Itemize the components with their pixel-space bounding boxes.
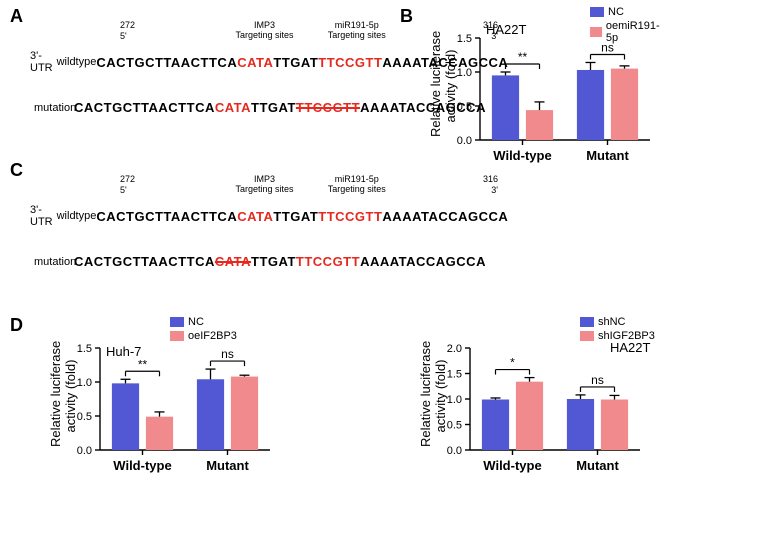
seq-3utr-label: 3'-UTR xyxy=(30,204,57,228)
legend-label: oemiR191-5p xyxy=(606,20,662,44)
bar xyxy=(567,399,594,450)
legend-item: shNC xyxy=(580,316,655,328)
svg-text:ns: ns xyxy=(221,347,234,361)
legend: shNC shIGF2BP3 xyxy=(580,316,655,344)
legend-item: NC xyxy=(590,6,662,18)
svg-text:1.5: 1.5 xyxy=(457,33,472,45)
svg-text:0.5: 0.5 xyxy=(457,101,472,113)
svg-text:*: * xyxy=(510,356,515,370)
legend-label: shNC xyxy=(598,316,626,328)
seq-dna: CACTGCTTAACTTCACATATTGATTTCCGTTAAAATACCA… xyxy=(74,254,486,269)
panel-b-chart: 0.00.51.01.5**Wild-typensMutantRelative … xyxy=(430,10,660,180)
seq-imp3-label: IMP3Targeting sites xyxy=(235,20,295,40)
legend-label: NC xyxy=(188,316,204,328)
svg-text:0.0: 0.0 xyxy=(457,135,472,147)
seq-dna: CACTGCTTAACTTCACATATTGATTTCCGTTAAAATACCA… xyxy=(96,209,508,224)
legend: NC oeIF2BP3 xyxy=(170,316,237,344)
svg-text:1.5: 1.5 xyxy=(77,343,92,355)
seq-five-prime: 5' xyxy=(120,31,127,41)
panel-c-sequence: 2725' IMP3Targeting sites miR191-5pTargeti… xyxy=(30,174,400,273)
svg-text:1.0: 1.0 xyxy=(77,377,92,389)
svg-text:Mutant: Mutant xyxy=(576,458,619,473)
panel-letter-a: A xyxy=(10,6,23,27)
svg-text:0.5: 0.5 xyxy=(447,420,462,432)
bar xyxy=(516,382,543,450)
legend-swatch xyxy=(170,317,184,327)
seq-dna: CACTGCTTAACTTCACATATTGATTTCCGTTAAAATACCA… xyxy=(74,100,486,115)
seq-type-mut: mutation xyxy=(34,102,74,114)
legend-item: NC xyxy=(170,316,237,328)
ylabel: Relative luciferaseactivity (fold) xyxy=(418,345,448,447)
bar xyxy=(611,69,638,140)
legend-swatch xyxy=(580,331,594,341)
seq-type-wt: wildtype xyxy=(57,56,97,68)
svg-text:**: ** xyxy=(138,357,148,371)
legend-swatch xyxy=(590,27,602,37)
panel-letter-d: D xyxy=(10,315,23,336)
ylabel: Relative luciferaseactivity (fold) xyxy=(48,345,78,447)
seq-pos-left: 272 xyxy=(120,20,135,30)
seq-imp3-label: IMP3Targeting sites xyxy=(235,174,295,194)
svg-text:1.0: 1.0 xyxy=(447,394,462,406)
bar xyxy=(112,383,139,450)
legend-item: oeIF2BP3 xyxy=(170,330,237,342)
seq-type-mut: mutation xyxy=(34,256,74,268)
svg-text:0.5: 0.5 xyxy=(77,411,92,423)
seq-five-prime: 5' xyxy=(120,185,127,195)
svg-text:Wild-type: Wild-type xyxy=(113,458,171,473)
seq-mir-label: miR191-5pTargeting sites xyxy=(322,20,392,40)
legend-label: oeIF2BP3 xyxy=(188,330,237,342)
seq-3utr-label: 3'-UTR xyxy=(30,50,57,74)
seq-pos-left: 272 xyxy=(120,174,135,184)
seq-type-wt: wildtype xyxy=(57,210,97,222)
bar xyxy=(601,400,628,450)
chart-title: Huh-7 xyxy=(106,344,141,359)
legend-item: oemiR191-5p xyxy=(590,20,662,44)
svg-text:ns: ns xyxy=(591,373,604,387)
bar xyxy=(492,75,519,140)
svg-text:0.0: 0.0 xyxy=(447,445,462,457)
svg-text:**: ** xyxy=(518,50,528,64)
svg-text:Wild-type: Wild-type xyxy=(493,148,551,163)
svg-text:1.0: 1.0 xyxy=(457,67,472,79)
panel-d-right-chart: 0.0 0.5 1.0 1.5 2.0 * Wild-type ns Mutant Relativ… xyxy=(420,320,650,490)
panel-d-left-chart: 0.0 0.5 1.0 1.5 ** Wild-type ns Mutant Relative … xyxy=(50,320,280,490)
legend-swatch xyxy=(590,7,604,17)
bar xyxy=(526,110,553,140)
seq-mir-label: miR191-5pTargeting sites xyxy=(322,174,392,194)
seq-three-prime: 3' xyxy=(491,185,498,195)
legend: NC oemiR191-5p xyxy=(590,6,662,46)
bar xyxy=(577,70,604,140)
panel-letter-c: C xyxy=(10,160,23,181)
svg-text:2.0: 2.0 xyxy=(447,343,462,355)
legend-swatch xyxy=(170,331,184,341)
legend-swatch xyxy=(580,317,594,327)
figure-root: A B C D 2725'IMP3Targeting sitesmiR191-5… xyxy=(0,0,765,543)
bar xyxy=(231,377,258,450)
ylabel: Relative luciferaseactivity (fold) xyxy=(428,35,458,137)
svg-text:0.0: 0.0 xyxy=(77,445,92,457)
legend-label: shIGF2BP3 xyxy=(598,330,655,342)
chart-title: HA22T xyxy=(486,22,526,37)
bar xyxy=(197,379,224,450)
svg-text:Wild-type: Wild-type xyxy=(483,458,541,473)
panel-a-sequence: 2725' IMP3Targeting sites miR191-5pTargeti… xyxy=(30,20,400,119)
bar xyxy=(146,417,173,450)
svg-text:Mutant: Mutant xyxy=(586,148,629,163)
svg-text:Mutant: Mutant xyxy=(206,458,249,473)
bar xyxy=(482,400,509,450)
legend-label: NC xyxy=(608,6,624,18)
svg-text:1.5: 1.5 xyxy=(447,369,462,381)
legend-item: shIGF2BP3 xyxy=(580,330,655,342)
